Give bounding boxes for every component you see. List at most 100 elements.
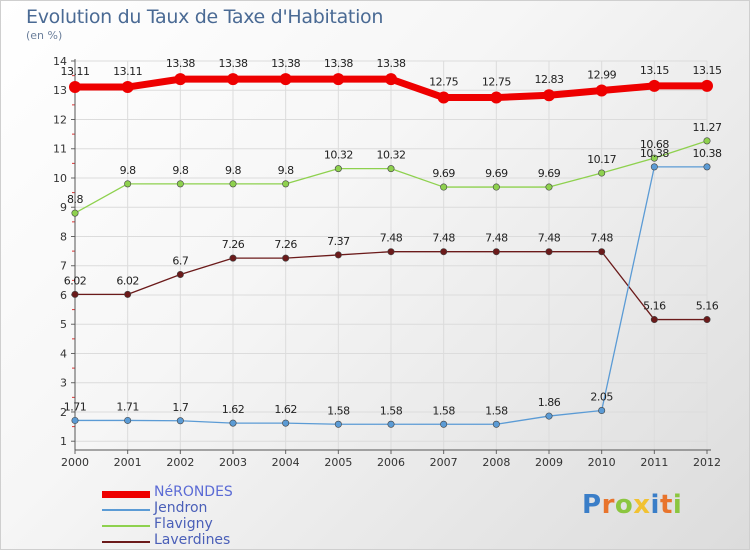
data-point (492, 183, 500, 191)
data-label: 13.38 (271, 57, 300, 70)
logo-letter: x (633, 490, 651, 520)
data-label: 13.38 (324, 57, 353, 70)
data-point (650, 316, 658, 324)
legend-swatch (102, 490, 150, 498)
data-label: 13.11 (61, 65, 90, 78)
series-lines (69, 73, 713, 428)
data-label: 1.71 (116, 400, 139, 413)
data-label: 12.75 (429, 76, 458, 89)
data-label: 7.48 (380, 232, 403, 245)
data-label: 11.27 (693, 121, 722, 134)
data-label: 10.17 (587, 153, 616, 166)
data-point (227, 73, 239, 86)
data-point (334, 251, 342, 259)
data-label: 12.83 (535, 73, 564, 86)
x-tick-label: 2012 (693, 456, 721, 469)
data-label: 7.48 (432, 232, 455, 245)
logo-letter: t (659, 490, 673, 520)
data-label: 10.38 (640, 147, 669, 160)
data-point (229, 180, 237, 188)
legend-label: NéRONDES (154, 484, 233, 500)
data-point (437, 91, 450, 104)
data-label: 9.8 (120, 164, 136, 177)
data-label: 13.38 (166, 57, 195, 70)
legend-item: Flavigny (102, 516, 302, 534)
data-point (387, 165, 395, 173)
x-tick-label: 2003 (219, 456, 247, 469)
data-label: 1.58 (485, 404, 508, 417)
data-point (492, 248, 500, 256)
legend-item: Laverdines (102, 532, 302, 550)
data-label: 10.68 (640, 138, 669, 151)
logo-letter: i (672, 490, 683, 520)
data-point (545, 412, 553, 420)
y-tick-label: 6 (60, 289, 67, 302)
data-point (387, 248, 395, 256)
y-tick-label: 5 (60, 318, 67, 331)
x-tick-label: 2001 (114, 456, 142, 469)
legend: NéRONDES Jendron Flavigny Laverdines (102, 484, 302, 550)
data-point (334, 420, 342, 428)
data-label: 1.71 (64, 400, 87, 413)
data-point (69, 81, 81, 94)
data-label: 6.02 (64, 274, 87, 287)
data-point (124, 290, 132, 298)
data-label: 1.62 (274, 403, 297, 416)
data-label: 7.48 (590, 232, 613, 245)
data-point (648, 79, 661, 92)
data-label: 7.26 (222, 238, 245, 251)
data-point (229, 419, 237, 427)
x-tick-label: 2002 (166, 456, 194, 469)
data-label: 13.38 (377, 57, 406, 70)
data-point (174, 73, 187, 86)
data-point (440, 248, 448, 256)
y-tick-label: 12 (53, 113, 67, 126)
y-tick-label: 7 (60, 260, 67, 273)
data-point (595, 84, 608, 97)
data-label: 6.02 (116, 274, 139, 287)
data-label: 13.15 (640, 64, 669, 77)
data-label: 7.48 (485, 232, 508, 245)
data-label: 10.32 (324, 149, 353, 162)
legend-label: Jendron (154, 500, 208, 516)
data-label: 5.16 (643, 300, 666, 313)
data-point (387, 420, 395, 428)
legend-swatch (102, 525, 150, 527)
grid-lines (74, 60, 708, 450)
data-label: 9.8 (278, 164, 294, 177)
x-tick-label: 2007 (430, 456, 458, 469)
data-point (229, 254, 237, 262)
x-tick-label: 2008 (482, 456, 510, 469)
x-tick-label: 2005 (324, 456, 352, 469)
x-tick-label: 2006 (377, 456, 405, 469)
data-label: 12.75 (482, 76, 511, 89)
data-point (71, 290, 79, 298)
x-tick-label: 2009 (535, 456, 563, 469)
data-point (650, 154, 658, 162)
legend-item: NéRONDES (102, 484, 302, 502)
data-point (282, 254, 290, 262)
logo-letter: P (582, 490, 602, 520)
data-point (282, 419, 290, 427)
data-point (598, 407, 606, 415)
data-label: 1.86 (538, 396, 561, 409)
data-point (598, 248, 606, 256)
data-label: 13.38 (219, 57, 248, 70)
data-point (282, 180, 290, 188)
data-label: 9.8 (225, 164, 241, 177)
data-point (545, 183, 553, 191)
data-point (703, 316, 711, 324)
logo-letter: r (601, 490, 615, 520)
data-point (334, 165, 342, 173)
x-tick-label: 2011 (640, 456, 668, 469)
data-point (176, 271, 184, 279)
data-point (332, 73, 345, 86)
data-point (124, 416, 132, 424)
chart-title: Evolution du Taux de Taxe d'Habitation (26, 6, 384, 28)
data-label: 1.58 (380, 404, 403, 417)
data-label: 13.15 (693, 64, 722, 77)
y-tick-label: 4 (60, 347, 67, 360)
legend-label: Laverdines (154, 532, 231, 548)
data-label: 10.32 (377, 149, 406, 162)
legend-swatch (102, 541, 150, 543)
